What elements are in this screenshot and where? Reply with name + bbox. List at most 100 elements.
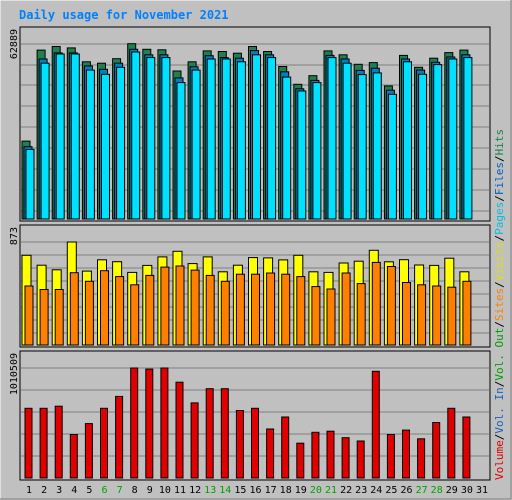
legend-part-7: / <box>493 281 506 288</box>
pages-bar-day-28 <box>433 64 443 220</box>
pages-bar-day-20 <box>312 82 322 220</box>
day-label-22: 22 <box>340 485 352 496</box>
volume-bar-day-12 <box>190 402 199 479</box>
legend-part-9: / <box>493 235 506 242</box>
day-label-12: 12 <box>189 485 201 496</box>
sites-bar-day-10 <box>160 266 170 346</box>
volume-bar-day-18 <box>281 416 290 479</box>
pages-bar-day-6 <box>101 73 110 220</box>
volume-bar-day-17 <box>266 428 275 479</box>
sites-bar-day-9 <box>145 274 155 346</box>
legend-part-1: / <box>493 434 506 441</box>
day-label-16: 16 <box>249 485 261 496</box>
day-label-2: 2 <box>41 485 47 496</box>
bars-layer <box>21 43 473 479</box>
panel-middle-frame <box>19 224 491 348</box>
pages-bar-day-14 <box>221 58 231 220</box>
volume-bar-day-16 <box>251 407 259 479</box>
panel-middle-max-label: 873 <box>9 227 20 245</box>
sites-bar-day-11 <box>175 265 185 346</box>
pages-bar-day-24 <box>372 72 382 220</box>
volume-bar-day-26 <box>402 429 410 479</box>
pages-bar-day-9 <box>146 57 156 220</box>
sites-bar-day-26 <box>402 282 411 346</box>
chart-title: Daily usage for November 2021 <box>19 8 229 22</box>
day-label-17: 17 <box>265 485 277 496</box>
day-label-13: 13 <box>204 485 216 496</box>
day-label-27: 27 <box>416 485 428 496</box>
pages-bar-day-22 <box>342 62 352 220</box>
sites-bar-day-16 <box>251 273 260 346</box>
volume-bar-day-21 <box>326 430 335 479</box>
sites-bar-day-1 <box>24 285 34 346</box>
day-label-7: 7 <box>117 485 123 496</box>
volume-bar-day-3 <box>54 405 63 479</box>
volume-bar-day-7 <box>115 395 124 479</box>
day-label-8: 8 <box>132 485 138 496</box>
sites-bar-day-27 <box>417 284 427 346</box>
pages-bar-day-21 <box>327 57 337 220</box>
pages-bar-day-2 <box>40 62 50 220</box>
sites-bar-day-24 <box>371 261 381 346</box>
panel-bottom-max-label: 1010509 <box>9 353 20 395</box>
legend-part-12: Files <box>493 162 506 195</box>
day-label-4: 4 <box>71 485 77 496</box>
pages-bar-day-15 <box>236 61 246 220</box>
volume-bar-day-23 <box>356 440 365 479</box>
legend-part-0: Volume <box>493 440 506 480</box>
day-label-24: 24 <box>370 485 382 496</box>
sites-bar-day-23 <box>356 283 366 346</box>
volume-bar-day-19 <box>296 442 305 479</box>
pages-bar-day-25 <box>387 93 397 220</box>
volume-bar-day-1 <box>24 407 33 479</box>
sites-bar-day-17 <box>266 272 276 346</box>
pages-bar-day-26 <box>403 61 412 220</box>
pages-bar-day-7 <box>116 66 126 220</box>
volume-bar-day-20 <box>311 431 320 479</box>
legend-part-2: Vol. In <box>493 387 506 433</box>
sites-bar-day-3 <box>54 289 64 346</box>
day-label-18: 18 <box>280 485 292 496</box>
sites-bar-day-2 <box>39 289 49 346</box>
volume-bar-day-28 <box>432 422 441 479</box>
day-labels: 1 2 3 4 5 6 7 8 9 10 11 12 13 14 15 16 17 18 19 20 21 22 23 24 2… <box>26 485 488 496</box>
pages-bar-day-5 <box>85 69 95 220</box>
legend-part-14: Hits <box>493 129 506 156</box>
day-label-1: 1 <box>26 485 32 496</box>
pages-bar-day-29 <box>448 58 458 220</box>
legend-part-8: Visits <box>493 242 506 282</box>
pages-bar-day-8 <box>131 51 141 220</box>
day-label-14: 14 <box>219 485 231 496</box>
legend-part-6: Sites <box>493 288 506 321</box>
sites-bar-day-22 <box>341 272 351 346</box>
volume-bar-day-25 <box>386 434 395 479</box>
panel-top-frame <box>19 26 491 222</box>
volume-bar-day-29 <box>447 407 456 479</box>
volume-bar-day-13 <box>205 388 214 479</box>
legend-part-11: / <box>493 195 506 202</box>
sites-bar-day-8 <box>130 284 140 346</box>
volume-bar-day-8 <box>130 367 139 479</box>
sites-bar-day-20 <box>311 286 321 346</box>
legend-part-10: Pages <box>493 202 506 235</box>
pages-bar-day-30 <box>463 57 473 220</box>
day-label-6: 6 <box>101 485 107 496</box>
sites-bar-day-6 <box>100 270 109 346</box>
day-label-31: 31 <box>476 485 488 496</box>
day-label-20: 20 <box>310 485 322 496</box>
day-label-23: 23 <box>355 485 367 496</box>
pages-bar-day-27 <box>418 73 428 220</box>
sites-bar-day-28 <box>432 285 442 346</box>
pages-bar-day-16 <box>252 54 261 220</box>
pages-bar-day-12 <box>191 69 201 220</box>
sites-bar-day-14 <box>220 280 230 346</box>
sites-bar-day-4 <box>69 272 79 346</box>
sites-bar-day-25 <box>386 266 396 346</box>
volume-bar-day-15 <box>235 410 244 479</box>
panel-bottom-frame <box>19 350 491 481</box>
sites-bar-day-12 <box>190 269 200 346</box>
legend-part-3: / <box>493 381 506 388</box>
volume-bar-day-10 <box>160 367 169 479</box>
day-label-19: 19 <box>295 485 307 496</box>
pages-bar-day-10 <box>161 57 171 220</box>
